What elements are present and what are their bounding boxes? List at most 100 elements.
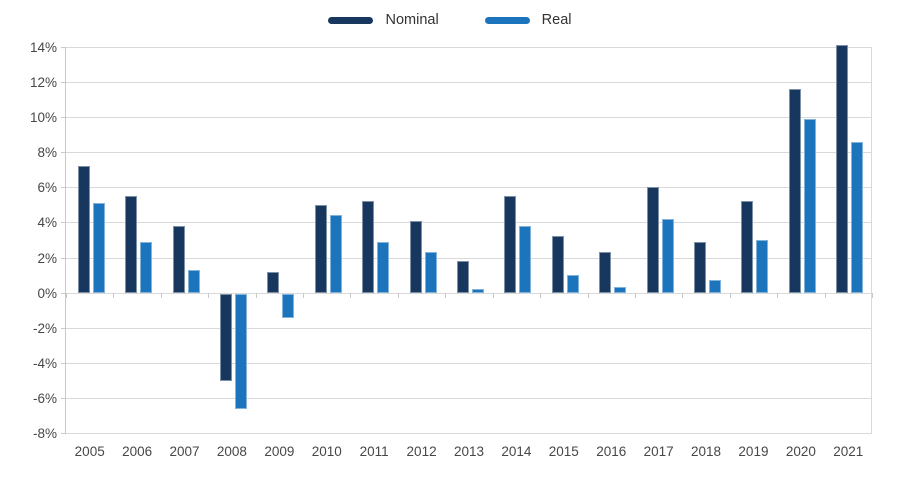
x-axis-tick [729,292,731,298]
x-tick-label-2007: 2007 [169,444,200,459]
y-axis-tick [61,47,66,48]
x-tick-label-2013: 2013 [453,444,484,459]
x-tick-label-2021: 2021 [833,444,864,459]
bar-real-2010 [329,215,342,293]
x-axis-tick [445,292,447,298]
y-tick-label: -4% [32,355,57,371]
y-axis-tick [61,397,66,399]
y-tick-label: -2% [32,320,57,336]
bar-real-2017 [661,218,674,293]
legend-label-nominal: Nominal [385,12,439,28]
bar-real-2012 [424,252,437,293]
gridline-8% [66,152,872,154]
y-axis-tick [61,292,66,294]
bar-real-2014 [519,225,532,293]
bar-real-2016 [614,287,627,293]
y-axis-tick [61,152,66,154]
y-axis-line [65,47,66,433]
bar-real-2008 [234,293,247,410]
gridline-6% [66,187,872,189]
gridline-10% [66,117,872,119]
x-axis-tick [777,292,779,298]
gridline-4% [66,222,872,224]
x-axis-tick [66,292,67,298]
gridline-12% [66,82,872,84]
real-series-swatch-icon [484,16,530,24]
gridline-2% [66,257,872,259]
x-axis-tick [303,292,305,298]
bar-nominal-2013 [457,261,469,293]
y-tick-label: 8% [37,145,57,161]
x-tick-label-2015: 2015 [548,444,579,459]
y-tick-label: 10% [29,110,57,126]
bar-nominal-2014 [504,196,517,293]
x-tick-label-2010: 2010 [311,444,342,459]
bar-nominal-2006 [125,196,138,293]
x-tick-label-2019: 2019 [738,444,769,459]
x-tick-label-2020: 2020 [785,444,816,459]
y-axis-tick [61,327,66,329]
bar-nominal-2021 [836,45,849,293]
y-tick-label: -8% [32,426,57,441]
bar-real-2021 [851,141,864,293]
x-axis-tick [113,292,115,298]
x-tick-label-2005: 2005 [74,444,105,459]
bar-nominal-2009 [267,271,280,293]
x-axis-tick [208,292,210,298]
x-tick-label-2014: 2014 [501,444,532,459]
x-axis-tick [350,292,352,298]
y-axis-tick [61,362,66,364]
y-tick-label: 0% [37,285,57,301]
gridline-0% [66,292,872,294]
bar-real-2019 [756,240,769,293]
bar-real-2009 [282,293,295,319]
y-tick-label: 14% [29,40,57,55]
y-axis-tick [61,187,66,189]
legend: Nominal Real [0,13,900,28]
x-axis-tick [872,292,873,298]
bar-real-2011 [377,241,390,293]
bar-nominal-2010 [314,204,327,293]
x-axis-tick [397,292,399,298]
y-tick-label: 12% [29,75,57,91]
y-tick-label: 2% [37,250,57,266]
y-axis-tick [61,82,66,84]
x-tick-label-2009: 2009 [264,444,295,459]
bar-real-2005 [92,203,105,293]
bar-real-2020 [803,118,816,293]
bar-real-2015 [566,275,579,293]
y-tick-label: 6% [37,180,57,196]
x-axis-tick [540,292,542,298]
bar-nominal-2020 [788,89,801,293]
plot-area: 2005 2006 2007 2008 2009 2010 2011 2012 2013 2014… [61,45,873,458]
gridline--2% [66,327,872,329]
x-axis-tick [587,292,589,298]
legend-item-nominal[interactable]: Nominal [328,12,439,28]
gridline-14% [66,47,872,48]
bar-nominal-2016 [599,252,612,293]
bar-real-2013 [472,289,484,293]
bar-nominal-2012 [409,220,422,293]
gridline--8% [66,433,872,434]
bar-real-2006 [140,241,153,293]
bar-nominal-2019 [741,201,754,293]
x-axis-tick [824,292,826,298]
bar-nominal-2007 [172,225,185,293]
x-tick-label-2012: 2012 [406,444,437,459]
y-tick-label: -6% [32,390,57,406]
bar-nominal-2008 [219,293,232,382]
x-tick-label-2011: 2011 [359,444,389,459]
x-axis-tick [492,292,494,298]
y-axis-tick [61,257,66,259]
y-tick-label: 4% [37,215,57,231]
x-tick-label-2006: 2006 [122,444,153,459]
gridline--6% [66,397,872,399]
x-axis-tick [634,292,636,298]
x-tick-label-2017: 2017 [643,444,674,459]
bar-nominal-2005 [77,166,90,293]
y-axis-labels: 14% 12% 10% 8% 6% 4% 2% 0% -2% -4% -6% -8% [0,41,57,440]
y-axis-tick [61,433,66,434]
legend-item-real[interactable]: Real [484,13,572,28]
bar-nominal-2011 [362,201,375,293]
bar-nominal-2017 [646,187,659,293]
